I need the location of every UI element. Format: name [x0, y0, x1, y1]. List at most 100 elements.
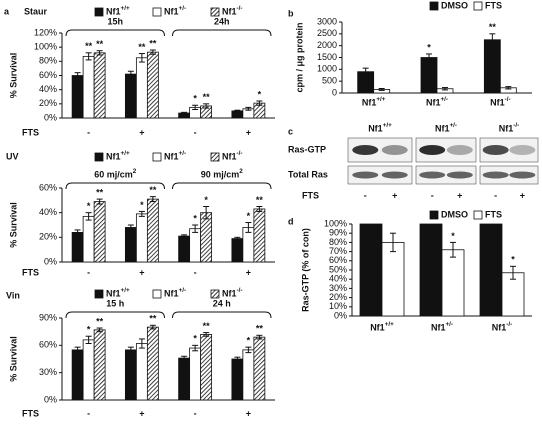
- bar: [82, 55, 95, 119]
- bar: [146, 326, 159, 401]
- genotype-label: Nf1+/+: [368, 122, 392, 133]
- error-bar: [256, 100, 263, 106]
- y-tick-label: 2000: [317, 40, 337, 50]
- bar: [242, 349, 255, 401]
- y-tick-label: 70%: [329, 246, 347, 256]
- row-label: Total Ras: [288, 169, 328, 179]
- bracket: [65, 182, 165, 190]
- error-bar: [192, 104, 199, 110]
- y-tick-label: 60%: [39, 70, 57, 80]
- group-label: 24 h: [213, 298, 231, 308]
- error-bar: [96, 50, 103, 56]
- blot-frame: [347, 165, 413, 185]
- significance: *: [87, 201, 91, 211]
- error-bar: [138, 53, 145, 63]
- significance: **: [96, 316, 104, 326]
- x-axis-label: FTS: [22, 127, 39, 137]
- y-tick-label: 60%: [39, 340, 57, 350]
- y-tick-label: 60%: [39, 182, 57, 192]
- blot-band: [381, 171, 408, 179]
- y-tick-label: 20%: [329, 292, 347, 302]
- y-tick-label: 40%: [39, 207, 57, 217]
- error-bar: [203, 332, 210, 337]
- y-tick-label: 0%: [44, 256, 57, 266]
- y-axis-label: % Survival: [8, 53, 18, 99]
- bar: [420, 57, 438, 94]
- bar: [93, 329, 106, 401]
- error-bar: [256, 334, 263, 340]
- legend-swatch: [473, 1, 483, 11]
- bar: [479, 223, 503, 317]
- chart-title: Vin: [6, 290, 20, 300]
- error-bar: [192, 344, 199, 352]
- significance: **: [96, 187, 104, 197]
- x-tick-label: Nf1+/-: [431, 321, 453, 332]
- blot-band: [446, 145, 473, 155]
- error-bar: [138, 338, 145, 349]
- y-tick-label: 1500: [317, 52, 337, 62]
- bar: [359, 223, 383, 317]
- y-axis-label: Ras-GTP (% of con): [300, 228, 310, 312]
- error-bar: [245, 106, 252, 111]
- blot-band: [419, 145, 446, 155]
- error-bar: [510, 265, 516, 280]
- x-tick-label: Nf1-/-: [492, 321, 512, 332]
- error-bar: [127, 70, 134, 78]
- y-tick-label: 40%: [329, 274, 347, 284]
- blot-band: [419, 171, 446, 179]
- bar: [124, 227, 137, 263]
- bar: [71, 231, 84, 263]
- y-tick-label: 60%: [329, 255, 347, 265]
- bracket: [65, 311, 165, 319]
- legend-swatch: [473, 210, 483, 220]
- error-bar: [489, 33, 496, 47]
- blot-band: [509, 171, 536, 179]
- y-tick-label: 10%: [329, 301, 347, 311]
- panel-label: b: [288, 8, 294, 18]
- significance: **: [85, 41, 93, 51]
- legend-label: Nf1+/+: [106, 150, 130, 161]
- error-bar: [234, 356, 241, 362]
- y-axis-label: cpm / μg protein: [294, 22, 304, 92]
- error-bar: [450, 241, 456, 258]
- y-tick-label: 0%: [44, 394, 57, 404]
- y-tick-label: 100%: [34, 42, 57, 52]
- significance: *: [427, 42, 431, 52]
- significance: *: [193, 213, 197, 223]
- significance: **: [96, 39, 104, 49]
- y-tick-label: 500: [322, 76, 337, 86]
- bar: [253, 208, 266, 263]
- y-axis-label: % Survival: [8, 202, 18, 248]
- bar: [178, 357, 191, 401]
- error-bar: [74, 72, 81, 79]
- significance: **: [256, 195, 264, 205]
- significance: *: [193, 334, 197, 344]
- significance: *: [140, 200, 144, 210]
- treatment-label: +: [457, 190, 462, 200]
- error-bar: [127, 224, 134, 231]
- y-tick-label: 0: [332, 87, 337, 97]
- x-axis-label: FTS: [22, 408, 39, 418]
- group-label: 24h: [214, 16, 230, 26]
- error-bar: [74, 229, 81, 236]
- legend-swatch: [210, 152, 220, 162]
- bar: [189, 228, 202, 263]
- y-axis-label: % Survival: [8, 336, 18, 382]
- legend-label: Nf1-/-: [222, 287, 242, 298]
- bar: [441, 249, 465, 317]
- panel-label: a: [4, 6, 10, 16]
- significance: **: [149, 185, 157, 195]
- bracket: [172, 311, 272, 319]
- bar: [483, 39, 501, 94]
- legend-label: FTS: [485, 0, 502, 10]
- y-tick-label: 100%: [324, 218, 347, 228]
- bar: [189, 347, 202, 401]
- error-bar: [127, 346, 134, 354]
- y-tick-label: 80%: [39, 56, 57, 66]
- significance: *: [451, 231, 455, 241]
- error-bar: [74, 346, 81, 354]
- significance: *: [87, 325, 91, 335]
- bar: [231, 358, 244, 401]
- y-tick-label: 3000: [317, 16, 337, 26]
- error-bar: [149, 196, 156, 203]
